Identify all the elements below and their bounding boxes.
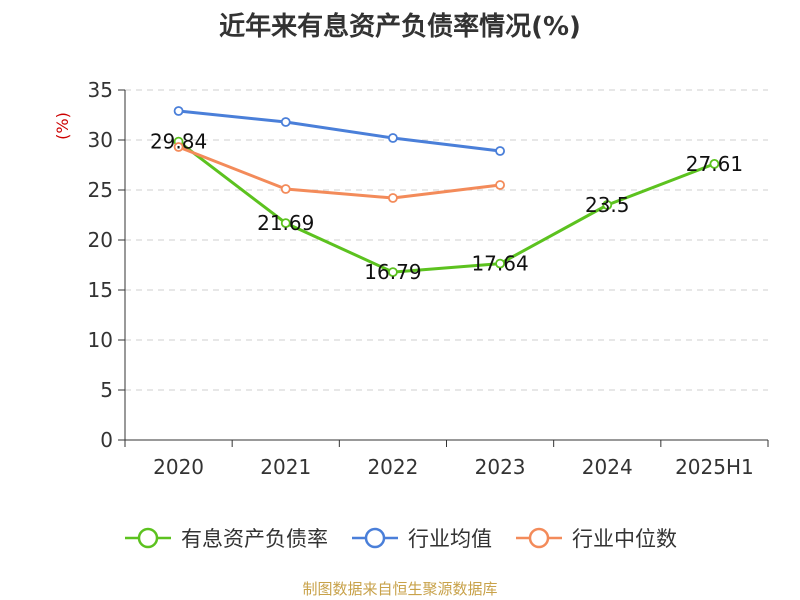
data-label: 29.84 [150, 130, 207, 154]
x-tick-label: 2022 [367, 455, 418, 479]
data-point [173, 106, 184, 116]
series-1 [173, 136, 720, 278]
data-point [280, 117, 291, 127]
x-tick-label: 2020 [153, 455, 204, 479]
series-line [178, 145, 501, 200]
data-label: 16.79 [364, 260, 421, 284]
y-tick-label: 15 [88, 278, 113, 302]
data-labels: 29.84 21.69 16.79 17.64 23.5 27.61 [150, 130, 743, 285]
grid-lines [125, 89, 768, 391]
y-tick-label: 35 [88, 78, 113, 102]
data-point [388, 267, 398, 278]
legend-swatch [125, 527, 171, 549]
series-2 [173, 106, 505, 156]
data-label: 21.69 [257, 211, 314, 235]
data-point [495, 258, 505, 269]
legend-label: 有息资产负债率 [181, 527, 328, 551]
chart-title: 近年来有息资产负债率情况(%) [219, 12, 581, 42]
legend: 有息资产负债率 行业均值 行业中位数 [0, 520, 800, 556]
legend-label: 行业中位数 [572, 527, 677, 551]
data-point [388, 193, 398, 203]
series-3 [173, 142, 505, 203]
x-tick-label: 2023 [475, 455, 526, 479]
data-point [388, 133, 398, 143]
axes: 0 5 10 15 20 25 30 35 2020 2021 2022 2023 2024 2025H1 [88, 78, 769, 479]
series-lines [173, 106, 720, 278]
data-label: 17.64 [471, 252, 528, 276]
data-point [495, 146, 505, 156]
y-tick-label: 25 [88, 178, 113, 202]
data-point [709, 158, 720, 169]
y-tick-label: 0 [100, 428, 113, 452]
data-label: 27.61 [686, 152, 743, 176]
y-tick-label: 10 [88, 328, 113, 352]
data-point [495, 180, 505, 190]
legend-swatch [352, 527, 398, 549]
y-tick-label: 30 [88, 128, 113, 152]
x-tick-label: 2024 [582, 455, 633, 479]
series-line [177, 140, 715, 274]
legend-item[interactable]: 行业中位数 [514, 523, 677, 553]
data-point [280, 218, 291, 229]
source-note: 制图数据来自恒生聚源数据库 [302, 580, 498, 598]
x-tick-label: 2025H1 [675, 455, 754, 479]
data-point [173, 142, 184, 152]
y-tick-label: 5 [100, 378, 113, 402]
data-point [602, 200, 613, 210]
y-axis-unit-label: (%) [53, 112, 72, 140]
data-label: 23.5 [585, 193, 630, 217]
legend-swatch [516, 527, 562, 549]
legend-item[interactable]: 有息资产负债率 [123, 523, 328, 553]
y-tick-label: 20 [88, 228, 113, 252]
series-line [178, 109, 501, 153]
data-point [280, 184, 291, 194]
x-tick-label: 2021 [260, 455, 311, 479]
legend-label: 行业均值 [408, 527, 492, 551]
legend-item[interactable]: 行业均值 [350, 523, 492, 553]
